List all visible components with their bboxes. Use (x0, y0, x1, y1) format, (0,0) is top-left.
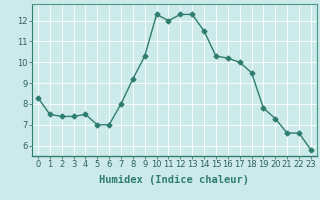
X-axis label: Humidex (Indice chaleur): Humidex (Indice chaleur) (100, 175, 249, 185)
